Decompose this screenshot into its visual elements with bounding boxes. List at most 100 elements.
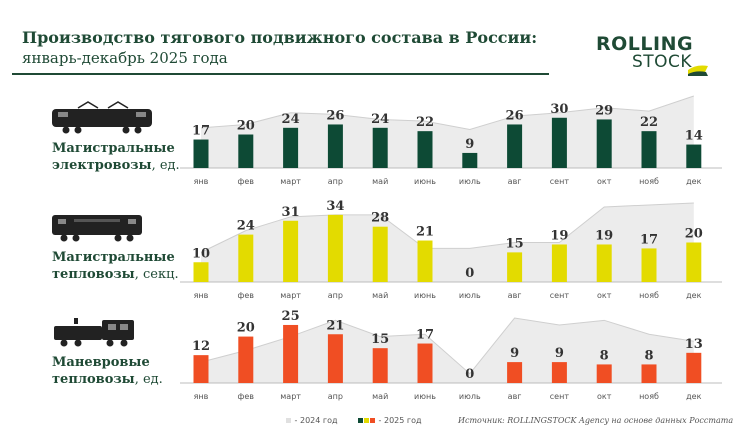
bar-2025 <box>417 240 433 282</box>
bar-2025 <box>596 364 612 383</box>
month-tick-label: дек <box>686 177 701 186</box>
bar-2025 <box>596 244 612 282</box>
month-tick-label: май <box>372 291 388 300</box>
bar-2025 <box>507 252 523 282</box>
data-label: 10 <box>192 246 210 261</box>
month-tick-label: март <box>280 392 301 401</box>
data-label: 13 <box>685 337 703 352</box>
data-label: 28 <box>371 211 389 226</box>
bar-2025 <box>327 334 343 383</box>
data-label: 22 <box>416 115 434 130</box>
legend-2025-swatch-green <box>358 418 363 423</box>
month-tick-label: июль <box>459 177 481 186</box>
data-label: 24 <box>237 219 255 234</box>
legend-2025-swatch-yellow <box>364 418 369 423</box>
data-label: 8 <box>644 348 653 363</box>
bar-2025 <box>462 152 478 168</box>
data-label: 21 <box>416 225 434 240</box>
chart-electric-locomotives: 17 янв 20 фев 24 март 26 апр 24 май 22 июнь 9 июль 26 а… <box>180 95 722 186</box>
legend-2024-label: - 2024 год <box>294 416 338 425</box>
bar-2025 <box>507 124 523 168</box>
month-tick-label: фев <box>238 177 255 186</box>
bar-2025 <box>327 124 343 168</box>
month-tick-label: янв <box>194 291 209 300</box>
row-label-diesel: Магистральные тепловозы, секц. <box>52 249 179 283</box>
month-tick-label: сент <box>550 177 570 186</box>
row-label-electric-line2: электровозы <box>52 158 152 173</box>
data-label: 14 <box>685 129 703 144</box>
month-tick-label: сент <box>550 392 570 401</box>
data-label: 9 <box>555 346 564 361</box>
month-tick-label: июнь <box>414 392 436 401</box>
month-tick-label: нояб <box>639 392 659 401</box>
data-label: 0 <box>465 266 474 281</box>
data-label: 19 <box>550 228 568 243</box>
bar-2025 <box>551 244 567 282</box>
diesel-locomotive-icon <box>52 215 142 242</box>
data-label: 21 <box>326 318 344 333</box>
area-2024 <box>201 96 694 168</box>
row-label-diesel-unit: , секц. <box>134 267 179 282</box>
data-label: 30 <box>550 102 568 117</box>
month-tick-label: окт <box>597 291 612 300</box>
data-label: 22 <box>640 115 658 130</box>
month-tick-label: янв <box>194 177 209 186</box>
month-tick-label: сент <box>550 291 570 300</box>
data-label: 0 <box>465 367 474 382</box>
legend-2025-label: - 2025 год <box>378 416 422 425</box>
row-label-shunting-line2: тепловозы <box>52 372 135 387</box>
data-label: 15 <box>506 236 524 251</box>
bar-2025 <box>551 362 567 383</box>
data-label: 17 <box>192 124 210 139</box>
chart-title: Производство тягового подвижного состава… <box>22 28 537 68</box>
row-label-shunting-line1: Маневровые <box>52 355 150 370</box>
bar-2025 <box>193 355 209 383</box>
bar-2025 <box>641 131 657 168</box>
bar-2025 <box>283 220 299 282</box>
row-label-electric: Магистральные электровозы, ед. <box>52 140 180 174</box>
row-label-shunting: Маневровые тепловозы, ед. <box>52 354 163 388</box>
logo-word-rolling: ROLLING <box>596 33 694 55</box>
bar-2025 <box>641 364 657 383</box>
month-tick-label: дек <box>686 392 701 401</box>
line-2024 <box>200 202 694 253</box>
month-tick-label: окт <box>597 392 612 401</box>
month-tick-label: март <box>280 177 301 186</box>
line-2024 <box>200 95 694 131</box>
area-2024 <box>201 318 694 383</box>
bar-2025 <box>417 343 433 383</box>
data-label: 34 <box>326 199 344 214</box>
bar-2025 <box>686 242 702 282</box>
month-tick-label: дек <box>686 291 701 300</box>
legend-2025: - 2025 год <box>358 416 422 425</box>
data-label: 8 <box>600 348 609 363</box>
month-tick-label: июнь <box>414 291 436 300</box>
row-label-electric-unit: , ед. <box>151 158 180 173</box>
legend-2024: - 2024 год <box>286 416 338 425</box>
title-underline <box>12 73 549 75</box>
bar-2025 <box>686 144 702 168</box>
bar-2025 <box>641 248 657 282</box>
bar-2025 <box>507 362 523 383</box>
chart-diesel-locomotives: 10 янв 24 фев 31 март 34 апр 28 май 21 июнь 0 июль 15 а… <box>180 199 722 300</box>
logo-train-icon <box>688 65 708 76</box>
bar-2025 <box>417 131 433 168</box>
row-label-shunting-unit: , ед. <box>134 372 163 387</box>
month-tick-label: июнь <box>414 177 436 186</box>
data-label: 20 <box>685 227 703 242</box>
bar-2025 <box>283 127 299 168</box>
bar-2025 <box>238 234 254 282</box>
data-label: 31 <box>282 205 300 220</box>
source-note: Источник: ROLLINGSTOCK Agency на основе … <box>458 416 734 425</box>
data-label: 26 <box>506 108 524 123</box>
month-tick-label: фев <box>238 392 255 401</box>
bar-2025 <box>283 324 299 383</box>
bar-2025 <box>551 117 567 168</box>
bar-2025 <box>686 352 702 383</box>
data-label: 17 <box>416 328 434 343</box>
bar-2025 <box>372 348 388 383</box>
data-label: 9 <box>465 137 474 152</box>
month-tick-label: окт <box>597 177 612 186</box>
bar-2025 <box>238 336 254 383</box>
